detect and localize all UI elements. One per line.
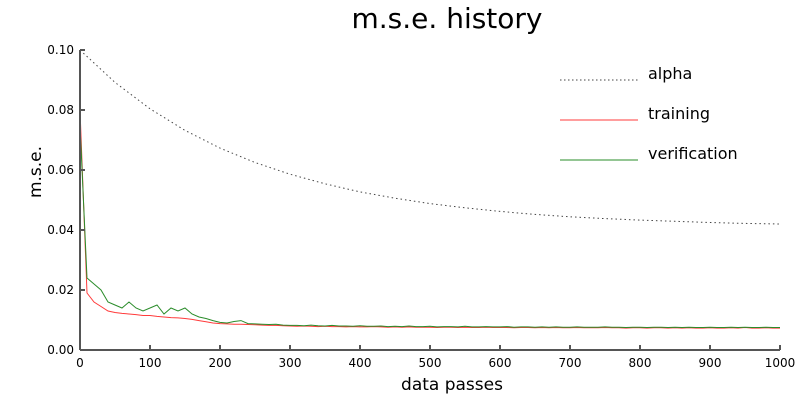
chart-title: m.s.e. history	[352, 2, 543, 35]
x-tick-label: 0	[76, 356, 84, 370]
x-tick-label: 800	[629, 356, 652, 370]
y-tick-label: 0.08	[47, 103, 74, 117]
x-tick-label: 600	[489, 356, 512, 370]
y-tick-label: 0.06	[47, 163, 74, 177]
x-tick-label: 900	[699, 356, 722, 370]
legend-label-verification: verification	[648, 144, 738, 163]
y-tick-label: 0.04	[47, 223, 74, 237]
x-tick-label: 100	[139, 356, 162, 370]
series-line-verification	[79, 124, 780, 329]
y-axis-label: m.s.e.	[26, 146, 46, 198]
legend-label-training: training	[648, 104, 710, 123]
x-tick-label: 500	[419, 356, 442, 370]
series-line-training	[79, 109, 780, 329]
x-tick-label: 400	[349, 356, 372, 370]
x-tick-label: 1000	[765, 356, 796, 370]
y-tick-label: 0.00	[47, 343, 74, 357]
x-axis-label: data passes	[401, 375, 503, 395]
x-tick-label: 200	[209, 356, 232, 370]
legend-label-alpha: alpha	[648, 64, 692, 83]
y-tick-label: 0.10	[47, 43, 74, 57]
x-tick-label: 300	[279, 356, 302, 370]
x-tick-label: 700	[559, 356, 582, 370]
y-tick-label: 0.02	[47, 283, 74, 297]
